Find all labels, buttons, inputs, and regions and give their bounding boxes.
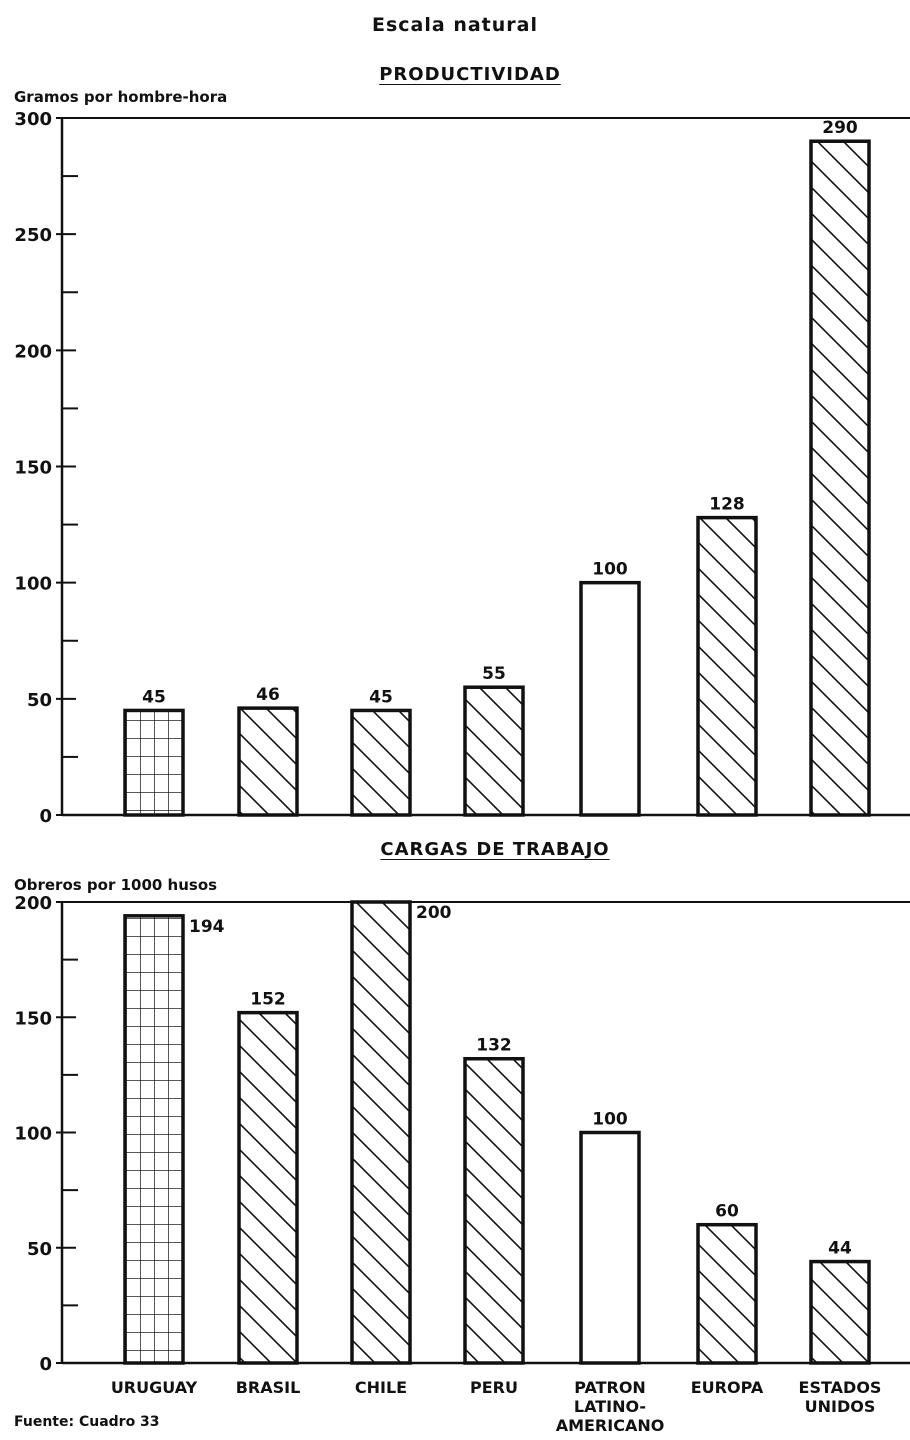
x-category-label: BRASIL: [236, 1378, 301, 1397]
y-tick-label: 50: [27, 690, 52, 711]
chart-title-productividad: PRODUCTIVIDAD: [379, 64, 561, 85]
x-category-label: URUGUAY: [111, 1378, 198, 1397]
x-category-label: PATRON LATINO-AMERICANO: [556, 1378, 665, 1435]
bar-europa: [696, 515, 758, 817]
data-label: 152: [250, 990, 286, 1010]
data-label: 194: [189, 917, 225, 937]
data-label: 44: [828, 1239, 852, 1259]
y-tick-label: 0: [39, 806, 52, 827]
data-label: 45: [142, 687, 166, 707]
chart-title-cargas: CARGAS DE TRABAJO: [380, 839, 610, 860]
y-tick-label: 200: [14, 893, 52, 914]
x-category-label: PERU: [470, 1378, 518, 1397]
data-label: 290: [822, 118, 858, 138]
y-axis-label-cargas: Obreros por 1000 husos: [14, 876, 218, 894]
y-tick-label: 200: [14, 341, 52, 362]
y-tick-label: 0: [39, 1354, 52, 1375]
y-tick-label: 150: [14, 1008, 52, 1029]
bar-patron-latino-americano: [579, 1130, 641, 1365]
y-tick-label: 100: [14, 574, 52, 595]
bar-estados-unidos: [809, 1259, 871, 1365]
bar-peru: [463, 685, 525, 817]
bar-patron-latino-americano: [579, 580, 641, 817]
bar-brasil: [237, 706, 299, 817]
bar-chile: [350, 708, 412, 817]
data-label: 200: [416, 903, 452, 923]
data-label: 46: [256, 685, 280, 705]
bar-peru: [463, 1056, 525, 1365]
data-label: 132: [476, 1036, 512, 1056]
chart-productividad: 0 50 100 150 200 250 300 45 46 45 55 100 128 290: [14, 109, 910, 827]
x-category-label: EUROPA: [691, 1378, 764, 1397]
scale-subtitle: Escala natural: [372, 14, 538, 36]
chart-cargas-de-trabajo: 0 50 100 150 200 194 152 200 132 100 60 44 URUGUAY BR…: [14, 893, 910, 1435]
source-note: Fuente: Cuadro 33: [14, 1414, 160, 1430]
bar-chile: [350, 900, 412, 1365]
bar-brasil: [237, 1010, 299, 1365]
y-tick-label: 50: [27, 1239, 52, 1260]
x-category-label: CHILE: [355, 1378, 407, 1397]
y-tick-label: 150: [14, 458, 52, 479]
y-axis-label-productividad: Gramos por hombre-hora: [14, 88, 228, 106]
bar-uruguay: [123, 914, 185, 1365]
x-category-label: ESTADOS UNIDOS: [799, 1378, 882, 1416]
data-label: 45: [369, 687, 393, 707]
bar-europa: [696, 1222, 758, 1365]
y-tick-label: 100: [14, 1124, 52, 1145]
data-label: 100: [592, 1110, 628, 1130]
data-label: 55: [482, 664, 506, 684]
y-tick-label: 300: [14, 109, 52, 130]
data-label: 60: [715, 1202, 739, 1222]
bar-uruguay: [123, 708, 185, 817]
bar-estados-unidos: [809, 139, 871, 817]
data-label: 128: [709, 495, 745, 515]
y-tick-label: 250: [14, 225, 52, 246]
data-label: 100: [592, 560, 628, 580]
